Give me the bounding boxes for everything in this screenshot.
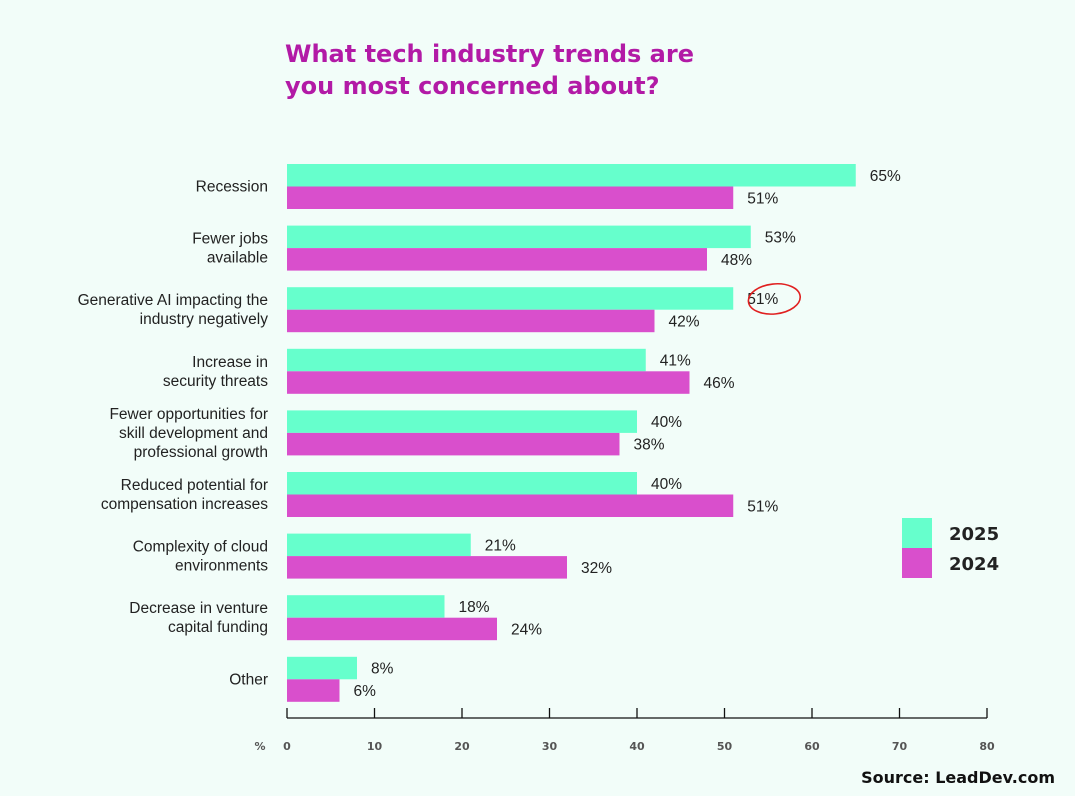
legend-label-2025: 2025 xyxy=(949,524,999,545)
x-tick-label: 60 xyxy=(804,740,820,753)
bar-2024 xyxy=(287,679,340,702)
bar-2025 xyxy=(287,472,637,495)
value-label-2025: 53% xyxy=(765,229,796,246)
x-tick-label: 40 xyxy=(629,740,645,753)
value-label-2024: 51% xyxy=(747,190,778,207)
chart-title-line: What tech industry trends are xyxy=(285,40,694,68)
category-label: Generative AI impacting the industry nega… xyxy=(78,292,269,328)
bar-2024 xyxy=(287,371,690,394)
bar-2024 xyxy=(287,617,497,641)
legend-label-2024: 2024 xyxy=(949,554,999,575)
chart-title: What tech industry trends are you most co… xyxy=(285,40,694,100)
bar-2025 xyxy=(287,410,637,433)
x-tick-label: 30 xyxy=(542,740,558,753)
value-label-2024: 42% xyxy=(669,313,700,330)
value-label-2024: 51% xyxy=(747,498,778,515)
category-label: Fewer opportunities for skill development… xyxy=(109,406,268,461)
bar-2025 xyxy=(287,595,445,618)
bar-2025 xyxy=(287,656,357,680)
bar-2025 xyxy=(287,225,751,249)
category-label: Reduced potential for compensation increa… xyxy=(101,477,268,513)
category-label: Decrease in venture capital funding xyxy=(129,600,268,636)
x-tick-label: 10 xyxy=(367,740,383,753)
bars xyxy=(287,164,856,702)
x-axis: 0 10 20 30 40 50 60 70 80% xyxy=(254,708,995,753)
source-credit: Source: LeadDev.com xyxy=(861,768,1055,787)
value-label-2025: 40% xyxy=(651,476,682,493)
bar-2025 xyxy=(287,533,471,557)
value-label-2025: 40% xyxy=(651,414,682,431)
value-label-2025: 51% xyxy=(747,291,778,308)
value-label-2024: 46% xyxy=(704,375,735,392)
x-tick-label: 50 xyxy=(717,740,733,753)
bar-2025 xyxy=(287,287,734,310)
value-label-2025: 41% xyxy=(660,353,691,370)
bar-2024 xyxy=(287,494,734,517)
x-tick-label: 0 xyxy=(283,740,291,753)
x-tick-label: 70 xyxy=(892,740,908,753)
value-label-2024: 32% xyxy=(581,560,612,577)
bar-2024 xyxy=(287,248,707,271)
bar-2024 xyxy=(287,186,734,209)
category-label: Complexity of cloud environments xyxy=(133,539,269,575)
legend-swatch-2025 xyxy=(902,518,932,548)
value-label-2024: 24% xyxy=(511,621,542,638)
value-label-2025: 18% xyxy=(459,599,490,616)
category-label: Fewer jobs available xyxy=(192,231,268,267)
bar-2024 xyxy=(287,432,620,456)
bar-2025 xyxy=(287,164,856,187)
value-label-2025: 21% xyxy=(485,537,516,554)
category-labels: Recession Fewer jobs available Generative A… xyxy=(78,179,269,689)
x-axis-label: % xyxy=(254,740,265,753)
chart-title-line: you most concerned about? xyxy=(285,72,660,100)
x-tick-label: 80 xyxy=(979,740,995,753)
x-tick-label: 20 xyxy=(454,740,470,753)
value-label-2024: 38% xyxy=(634,437,665,454)
value-label-2024: 6% xyxy=(354,683,377,700)
value-labels: 65% 51% 53% 48% 51% 42% 41% 46% 40% 38% 40% 51% 21% 3… xyxy=(354,168,901,700)
bar-2024 xyxy=(287,309,655,333)
legend-swatch-2024 xyxy=(902,548,932,578)
value-label-2025: 8% xyxy=(371,661,394,678)
legend: 2025 2024 xyxy=(902,518,999,578)
value-label-2024: 48% xyxy=(721,252,752,269)
category-label: Recession xyxy=(196,179,268,196)
bar-2024 xyxy=(287,556,567,579)
category-label: Other xyxy=(229,671,268,688)
bar-2025 xyxy=(287,348,646,372)
category-label: Increase in security threats xyxy=(163,354,268,390)
value-label-2025: 65% xyxy=(870,168,901,185)
highlight-circle xyxy=(747,282,802,315)
